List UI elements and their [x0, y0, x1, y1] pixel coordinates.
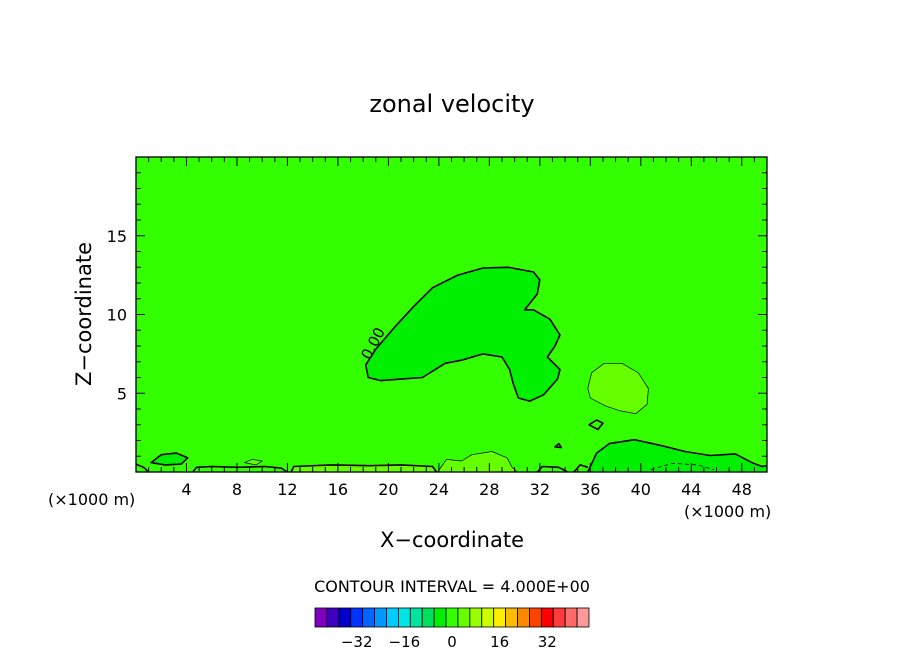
zero-contour-1 [587, 438, 767, 472]
velocity-region-4 [437, 451, 518, 472]
contour-line-1 [437, 451, 518, 472]
y-tick-label: 5 [117, 384, 127, 403]
colorbar-swatch-13 [469, 607, 483, 628]
x-tick-label: 28 [479, 480, 499, 499]
colorbar-swatch-4 [362, 607, 375, 628]
zero-contour-5 [290, 464, 438, 472]
colorbar-swatch-22 [576, 607, 590, 628]
colorbar-tick-label: −32 [341, 633, 373, 651]
zero-contour-9 [573, 464, 589, 472]
colorbar-tick-label: 32 [538, 633, 557, 651]
chart-title: zonal velocity [369, 90, 534, 118]
velocity-region-5 [291, 464, 437, 472]
x-tick-label: 40 [631, 480, 651, 499]
x-axis: 4 8 12 16 20 24 28 32 36 40 44 48 [148, 157, 755, 499]
zero-contour-2 [150, 452, 189, 466]
colorbar-swatch-20 [552, 607, 566, 628]
velocity-region-0 [365, 267, 560, 402]
x-tick-label: 32 [530, 480, 550, 499]
colorbar-swatch-8 [409, 607, 423, 628]
colorbar-swatch-18 [529, 607, 542, 628]
colorbar-swatch-15 [493, 607, 507, 628]
contour-interval-text: CONTOUR INTERVAL = 4.000E+00 [314, 577, 590, 596]
colorbar-swatch-9 [421, 607, 435, 628]
colorbar-swatch-16 [505, 607, 518, 628]
negative-contour-0 [650, 462, 715, 470]
zero-contour-3 [136, 463, 150, 472]
x-unit-right: (×1000 m) [684, 502, 771, 521]
x-tick-label: 4 [181, 480, 191, 499]
x-unit-left: (×1000 m) [48, 490, 135, 509]
colorbar-tick-label: −16 [389, 633, 421, 651]
colorbar-swatch-7 [397, 607, 411, 628]
colorbar-tick-label: 0 [447, 633, 457, 651]
y-tick-label: 15 [107, 227, 127, 246]
colorbar-swatch-10 [433, 607, 447, 628]
zero-contour-0 [364, 266, 561, 402]
x-tick-label: 20 [378, 480, 398, 499]
plot-area: 0.00 [135, 156, 768, 473]
colorbar-swatch-12 [457, 607, 471, 628]
y-axis: 5 10 15 [107, 172, 767, 457]
zero-contour-8 [554, 442, 563, 449]
colorbar-swatch-0 [314, 607, 328, 628]
colorbar-swatch-1 [326, 607, 340, 628]
x-axis-label: X−coordinate [380, 528, 524, 552]
colorbar-swatch-19 [540, 607, 554, 628]
colorbar-swatch-14 [481, 607, 495, 628]
colorbar-swatch-21 [564, 607, 578, 628]
y-tick-label: 10 [107, 306, 127, 325]
colorbar: −32 −16 0 16 32 [314, 607, 590, 651]
x-tick-label: 8 [232, 480, 242, 499]
x-tick-label: 36 [580, 480, 600, 499]
x-tick-label: 16 [328, 480, 348, 499]
colorbar-swatch-3 [350, 607, 364, 628]
colorbar-swatch-6 [386, 607, 399, 628]
x-tick-label: 44 [681, 480, 701, 499]
velocity-region-2 [587, 439, 767, 472]
velocity-region-1 [587, 363, 649, 414]
zero-contour-7 [588, 419, 604, 431]
colorbar-swatch-17 [517, 607, 530, 628]
colorbar-tick-label: 16 [490, 633, 509, 651]
colorbar-swatch-5 [374, 607, 387, 628]
contour-line-0 [587, 362, 649, 415]
colorbar-swatch-2 [338, 607, 352, 628]
x-tick-label: 12 [277, 480, 297, 499]
colorbar-swatch-11 [445, 607, 459, 628]
x-tick-label: 24 [429, 480, 449, 499]
y-axis-label: Z−coordinate [72, 242, 96, 386]
x-tick-label: 48 [732, 480, 752, 499]
contour-line-2 [244, 459, 263, 466]
